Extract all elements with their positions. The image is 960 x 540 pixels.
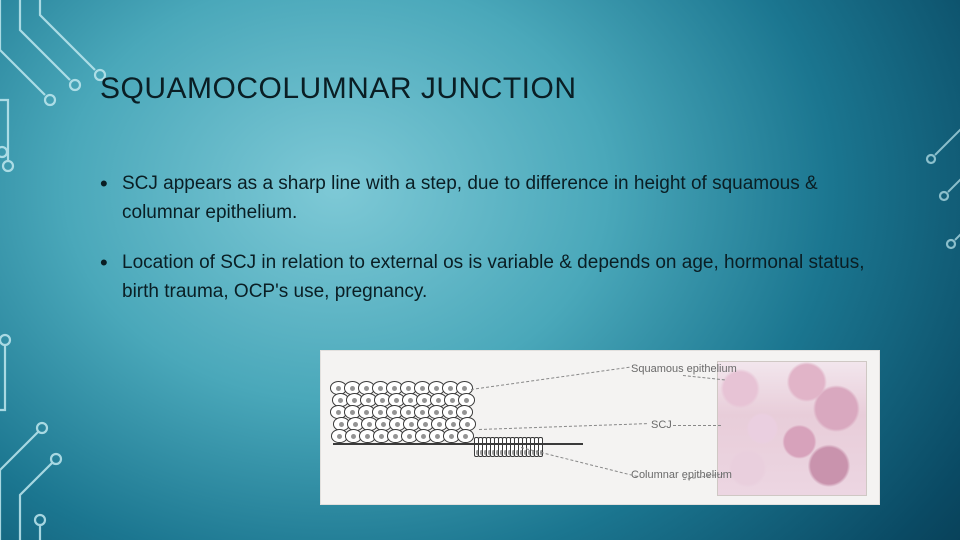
bullet-list: SCJ appears as a sharp line with a step,… bbox=[100, 170, 880, 328]
histology-image bbox=[717, 361, 867, 496]
bullet-item: Location of SCJ in relation to external … bbox=[100, 249, 880, 306]
slide-title: SQUAMOCOLUMNAR JUNCTION bbox=[100, 72, 577, 106]
leader-line bbox=[673, 425, 721, 426]
bullet-item: SCJ appears as a sharp line with a step,… bbox=[100, 170, 880, 227]
slide: SQUAMOCOLUMNAR JUNCTION SCJ appears as a… bbox=[0, 0, 960, 540]
figure-label-squamous: Squamous epithelium bbox=[631, 363, 737, 375]
figure-scj-diagram: Squamous epithelium SCJ Columnar epithel… bbox=[320, 350, 880, 505]
cells-schematic bbox=[333, 381, 573, 481]
figure-label-scj: SCJ bbox=[651, 419, 672, 431]
